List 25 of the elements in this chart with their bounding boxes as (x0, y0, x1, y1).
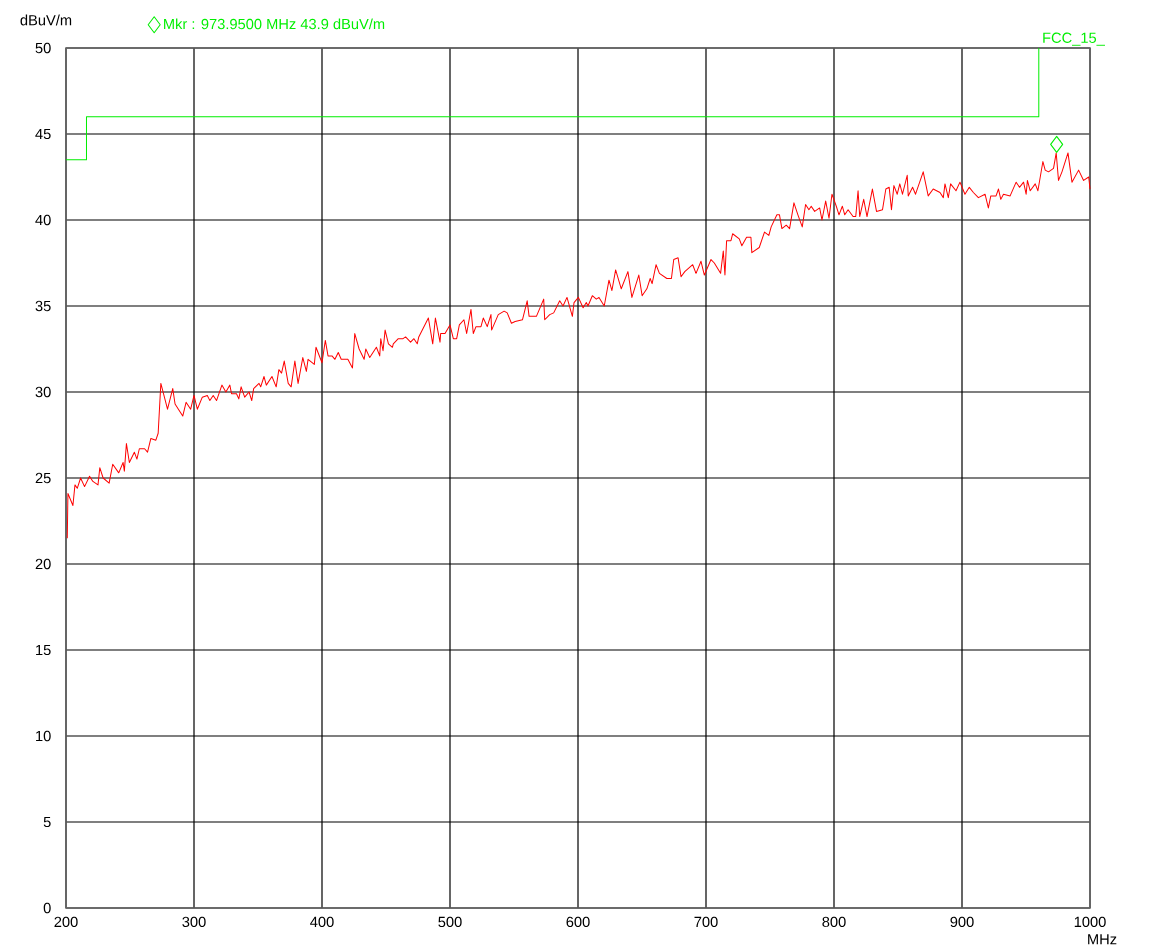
y-tick-label: 20 (35, 558, 51, 570)
y-tick-label: 40 (35, 214, 51, 226)
line-series (66, 152, 1091, 539)
y-tick-label: 45 (35, 128, 51, 140)
x-tick-label: 300 (182, 916, 206, 928)
y-tick-label: 25 (35, 472, 51, 484)
legend-label: Mkr : 973.9500 MHz 43.9 dBuV/m (164, 18, 385, 30)
y-tick-label: 15 (36, 644, 51, 656)
x-tick-label: 200 (54, 916, 78, 928)
x-tick-label: 500 (438, 916, 462, 928)
y-tick-label: 10 (36, 730, 51, 742)
x-tick-label: 1000 (1074, 916, 1106, 928)
x-tick-label: 700 (694, 916, 718, 928)
series-label: FCC_15_ (1043, 32, 1105, 46)
x-axis-title: MHz (1088, 934, 1117, 945)
y-tick-label: 35 (35, 300, 51, 312)
y-axis-title: dBuV/m (20, 14, 72, 26)
x-tick-label: 600 (566, 916, 590, 928)
y-tick-label: 5 (43, 816, 51, 828)
y-tick-label: 50 (35, 42, 51, 54)
x-tick-label: 400 (310, 916, 334, 928)
y-tick-label: 0 (43, 902, 51, 914)
x-tick-label: 800 (822, 916, 846, 928)
x-tick-label: 900 (950, 916, 974, 928)
y-tick-label: 30 (35, 386, 51, 398)
